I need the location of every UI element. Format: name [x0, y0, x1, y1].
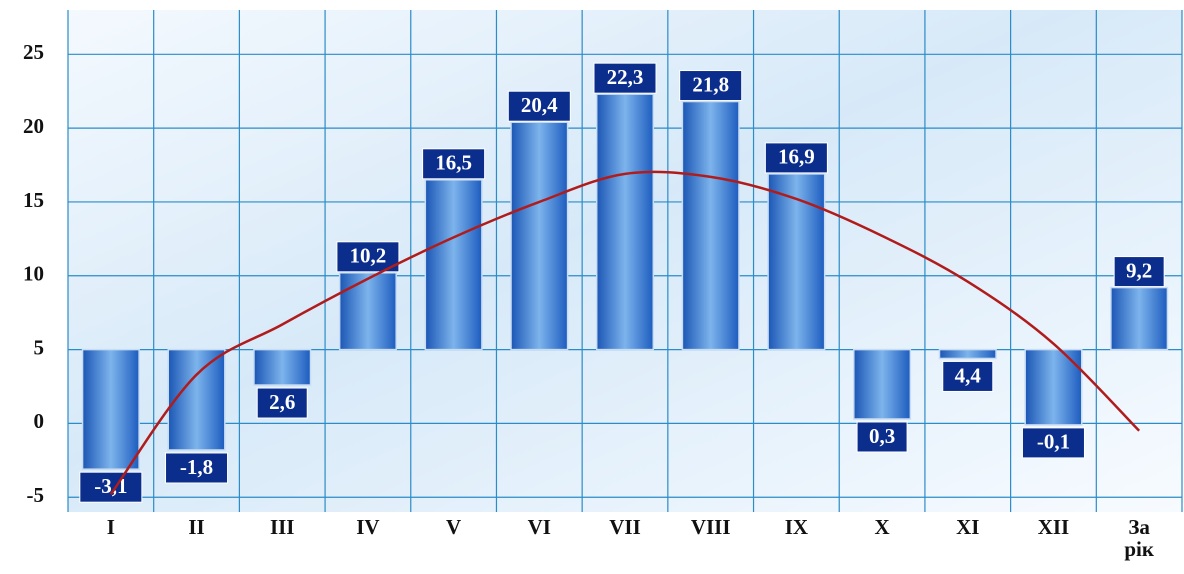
chart-svg: -50510152025-3,1-1,82,610,216,520,422,32… — [0, 0, 1184, 574]
value-label: 10,2 — [350, 244, 387, 268]
value-label: 20,4 — [521, 93, 558, 117]
value-label: 16,5 — [435, 151, 472, 175]
bar — [939, 350, 996, 359]
y-tick-label: -5 — [27, 483, 45, 507]
y-tick-label: 5 — [34, 335, 45, 359]
bar — [340, 273, 397, 350]
y-tick-label: 20 — [23, 114, 44, 138]
value-label: 2,6 — [269, 390, 295, 414]
value-label: 21,8 — [692, 72, 729, 96]
y-tick-label: 25 — [23, 40, 44, 64]
value-label: -0,1 — [1037, 430, 1070, 454]
bar — [83, 350, 140, 470]
bar — [1111, 288, 1168, 350]
value-label: -1,8 — [180, 455, 213, 479]
bar — [254, 350, 311, 385]
x-tick-label: За рік — [1117, 516, 1161, 560]
value-label: 0,3 — [869, 424, 895, 448]
bar — [511, 122, 568, 349]
y-tick-label: 15 — [23, 188, 44, 212]
y-tick-label: 10 — [23, 262, 44, 286]
value-label: 4,4 — [955, 363, 982, 387]
value-label: 16,9 — [778, 145, 815, 169]
bar — [425, 180, 482, 350]
y-tick-label: 0 — [34, 409, 45, 433]
x-tick-label: XII — [1003, 516, 1103, 538]
value-label: 9,2 — [1126, 258, 1152, 282]
bar — [597, 94, 654, 349]
chart: -50510152025-3,1-1,82,610,216,520,422,32… — [0, 0, 1184, 574]
bar — [682, 102, 739, 350]
bar — [854, 350, 911, 419]
value-label: 22,3 — [607, 65, 644, 89]
